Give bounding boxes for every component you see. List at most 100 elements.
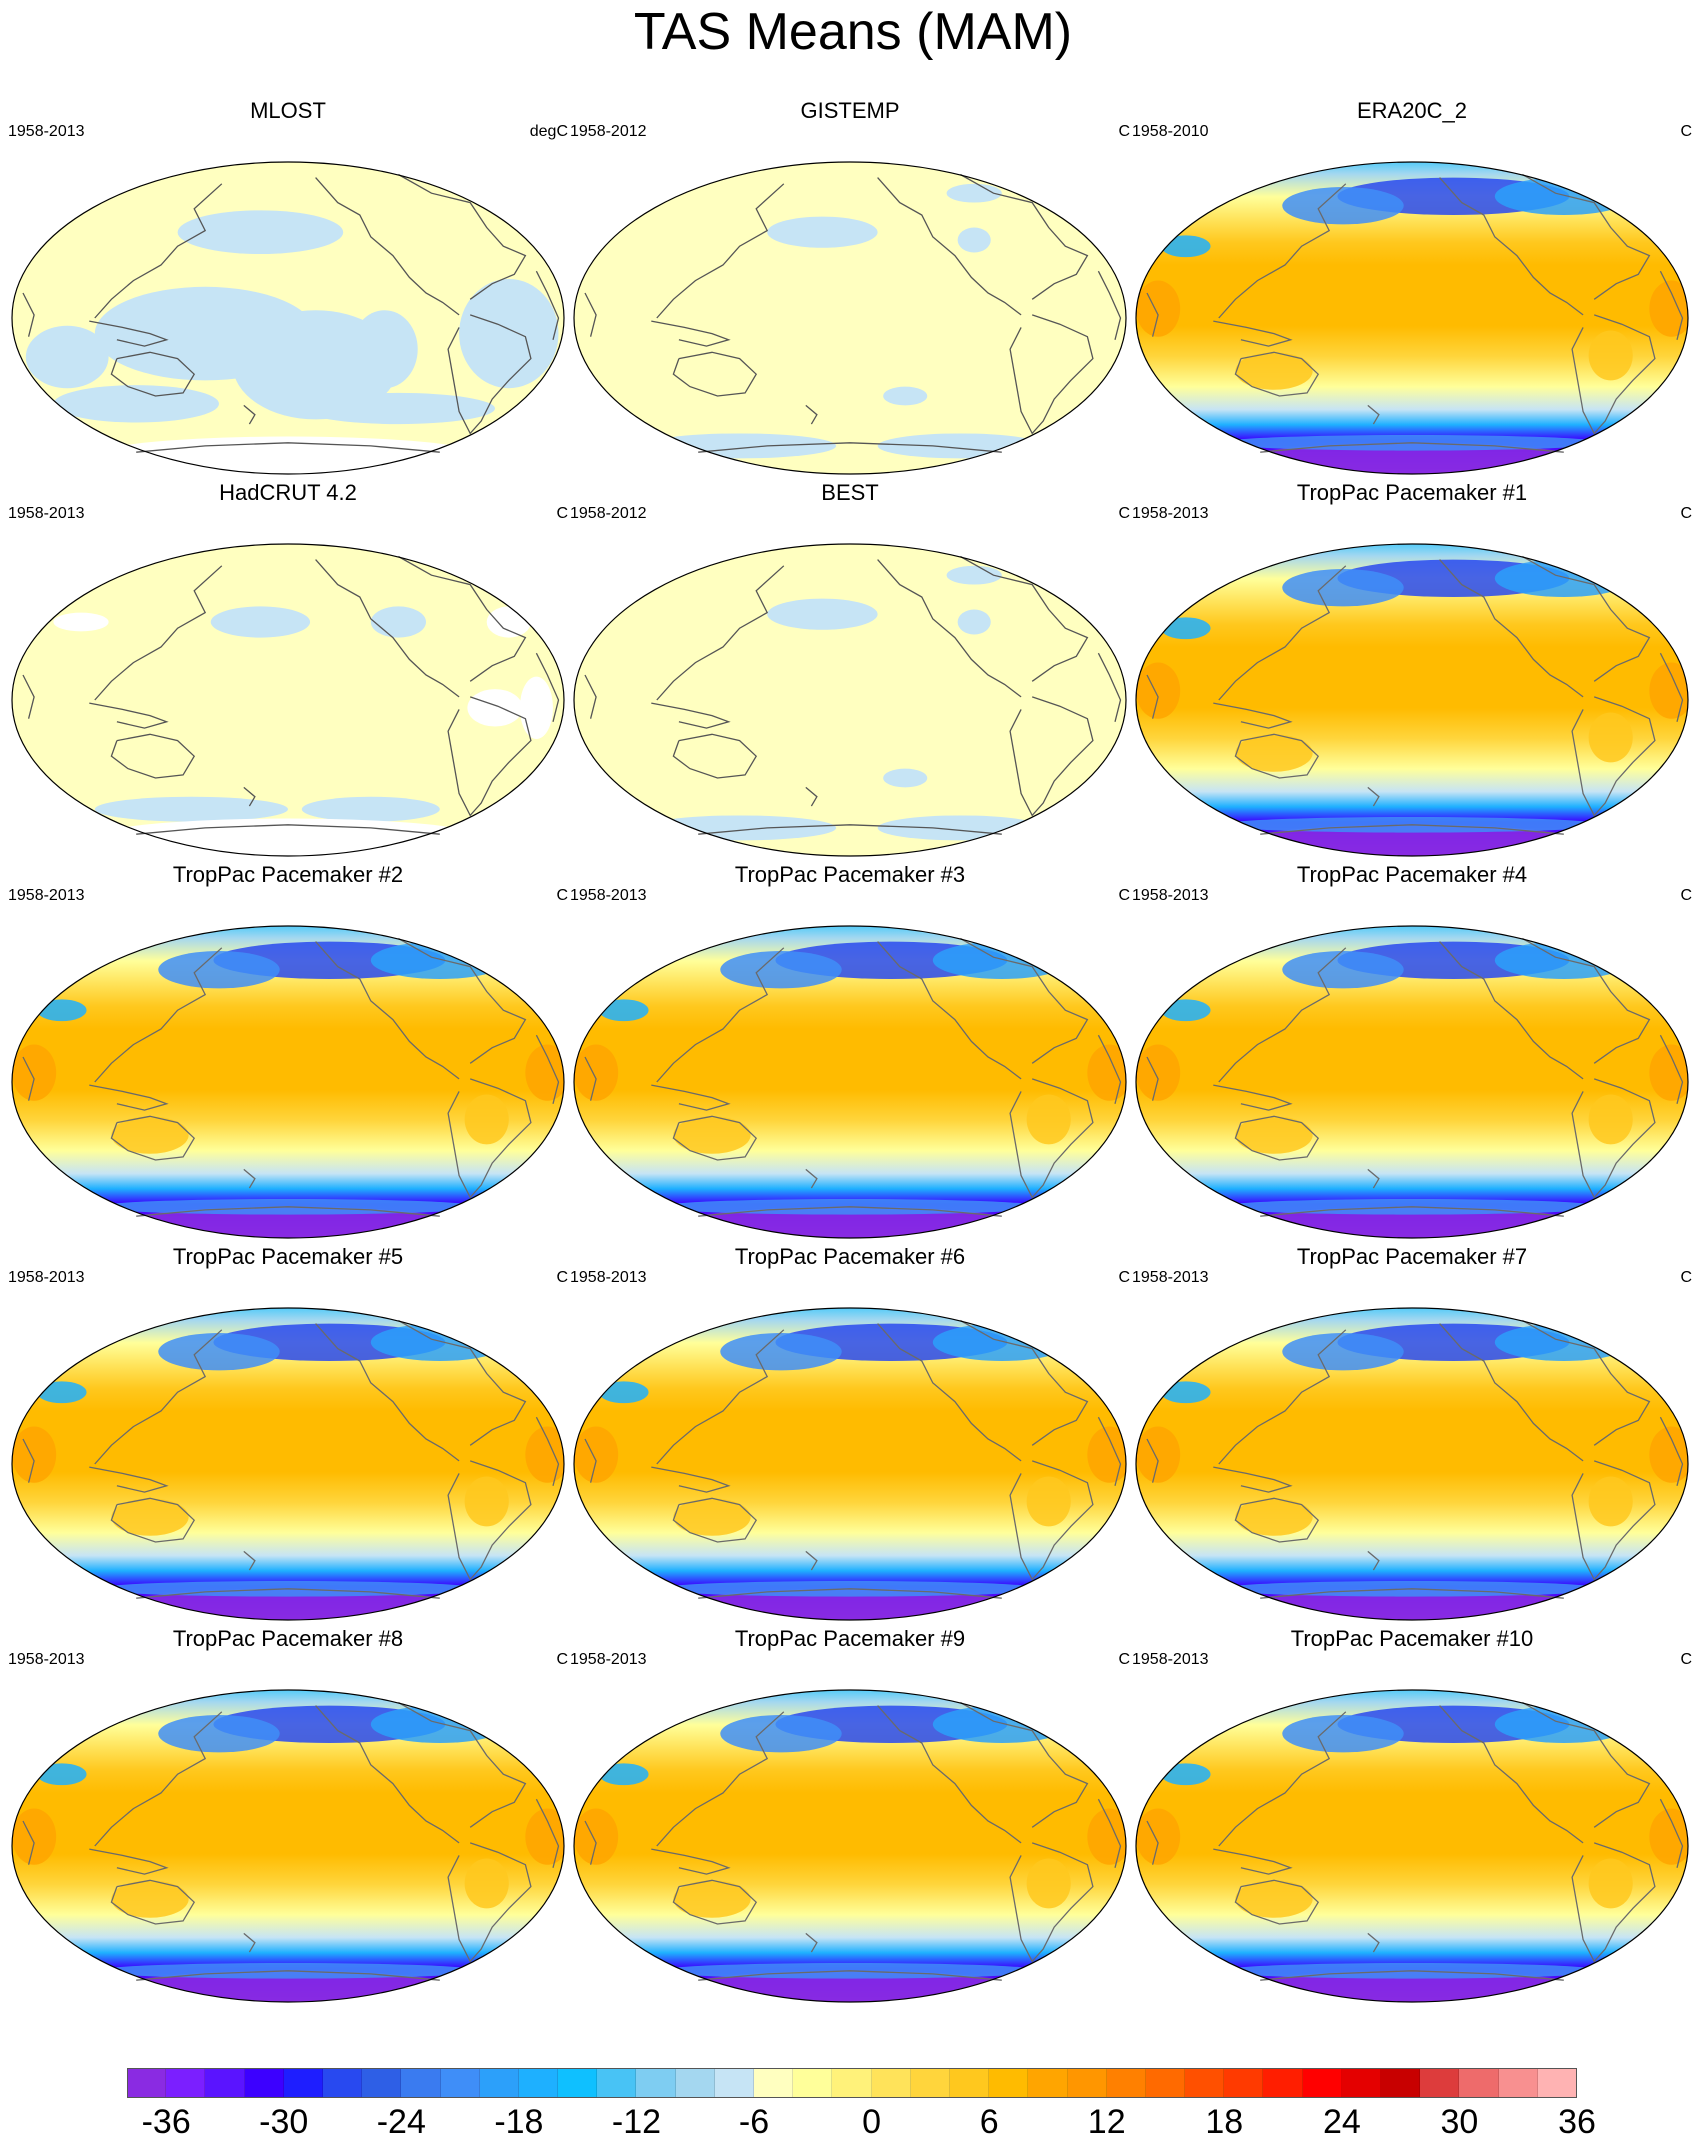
coastline-segment	[1009, 696, 1094, 817]
coastline-segment	[1218, 947, 1347, 1083]
warm-region-africa-east	[1649, 662, 1688, 719]
coastlines	[584, 937, 1122, 1217]
cold-region-siberia	[1282, 568, 1404, 607]
coastline-segment	[1218, 1329, 1347, 1465]
temperature-field	[12, 926, 564, 1238]
colorbar-cell	[597, 2068, 637, 2098]
colorbar-cell	[714, 2068, 755, 2098]
cold-region-antarctica	[1246, 824, 1578, 856]
colorbar-cell	[205, 2068, 245, 2098]
panel-title: TropPac Pacemaker #10	[1290, 1626, 1534, 1651]
coastline-segment	[94, 1711, 223, 1847]
coastline-segment	[1146, 1438, 1159, 1483]
colorbar-cell	[322, 2068, 363, 2098]
panel-period: 1958-2013	[8, 887, 85, 904]
coastline-segment	[1009, 1842, 1094, 1963]
coastline-segment	[1213, 320, 1293, 347]
cold-region-antarctica	[122, 1206, 454, 1238]
colorbar-cell	[910, 2068, 950, 2098]
coastline-segment	[877, 559, 1022, 698]
coastline-segment	[698, 824, 1002, 835]
coastline-segment	[656, 1711, 785, 1847]
panel-period: 1958-2012	[570, 123, 647, 140]
coastline-segment	[535, 1798, 560, 1868]
coastline-segment	[1260, 1588, 1564, 1599]
coastline-segment	[805, 1932, 818, 1953]
coastline-segment	[94, 1329, 223, 1465]
panel-period: 1958-2013	[570, 1269, 647, 1286]
map-panel: MLOST 1958-2013 degC	[8, 98, 568, 478]
temperature-field	[12, 1308, 564, 1620]
colorbar-cell	[1537, 2068, 1577, 2098]
anomaly-field	[12, 544, 564, 856]
map-border	[573, 161, 1127, 475]
panel-unit: C	[1680, 1269, 1692, 1286]
negative-anomaly-region	[767, 216, 878, 248]
coastline-segment	[584, 1438, 597, 1483]
colorbar-cell	[989, 2068, 1029, 2098]
panel-title: HadCRUT 4.2	[219, 480, 357, 505]
coastline-segment	[1659, 270, 1684, 340]
map-border	[11, 925, 565, 1239]
coastline-segment	[1009, 1460, 1094, 1581]
coastline-segment	[877, 941, 1022, 1080]
panel-period: 1958-2012	[570, 505, 647, 522]
temperature-field	[574, 1308, 1126, 1620]
panel-period: 1958-2010	[1132, 123, 1209, 140]
coastlines	[22, 937, 560, 1217]
coastline-segment	[1218, 1711, 1347, 1847]
temperature-field	[1136, 1690, 1688, 2002]
coastline-segment	[535, 270, 560, 340]
colorbar-tick-label: -24	[376, 2103, 426, 2141]
coastline-segment	[672, 1497, 758, 1543]
coastline-segment	[1439, 559, 1584, 698]
warm-region-africa-east	[525, 1044, 564, 1101]
coastline-segment	[535, 652, 560, 722]
colorbar-cell	[479, 2068, 519, 2098]
coastline-segment	[89, 702, 169, 729]
colorbar-cell	[440, 2068, 480, 2098]
colorbar-cell	[401, 2068, 441, 2098]
colorbar-cell	[636, 2068, 676, 2098]
panel-unit: C	[556, 505, 568, 522]
map-projection	[1135, 543, 1689, 857]
coastline-segment	[1213, 702, 1293, 729]
colorbar-cell	[832, 2068, 872, 2098]
colorbar-cell	[871, 2068, 911, 2098]
coastlines	[1146, 1319, 1684, 1599]
coastlines	[22, 1701, 560, 1981]
negative-anomaly-region	[877, 433, 1044, 459]
coastline-segment	[94, 183, 223, 319]
map-border	[11, 161, 565, 475]
cold-region-canada	[1494, 177, 1633, 216]
warm-region-australia	[111, 1116, 189, 1154]
colorbar-tick-label: -12	[611, 2103, 662, 2141]
warm-region-south-america	[464, 1858, 509, 1909]
coastline-segment	[960, 1701, 1089, 1828]
panel-title: GISTEMP	[800, 98, 900, 123]
warm-region-australia	[111, 1880, 189, 1918]
coastline-segment	[1571, 1078, 1656, 1199]
map-border	[1135, 925, 1689, 1239]
coastlines	[22, 173, 560, 453]
coastline-segment	[1439, 1705, 1584, 1844]
coastlines	[22, 1319, 560, 1599]
warm-region-australia	[1235, 1880, 1313, 1918]
warm-region-south-america	[1588, 1476, 1633, 1527]
panel-period: 1958-2013	[1132, 505, 1209, 522]
warm-region-south-america	[1588, 330, 1633, 381]
map-projection	[573, 1689, 1127, 2003]
colorbar-tick-label: 24	[1322, 2103, 1361, 2141]
map-projection	[11, 1307, 565, 1621]
map-projection	[1135, 925, 1689, 1239]
coastline-segment	[447, 314, 532, 435]
cold-region-tibet	[1160, 235, 1211, 258]
panel-title: TropPac Pacemaker #5	[172, 1244, 404, 1269]
warm-region-africa	[1136, 1808, 1181, 1865]
coastline-segment	[805, 1550, 818, 1571]
map-panel: TropPac Pacemaker #7 1958-2013 C	[1132, 1244, 1692, 1624]
colorbar-cell	[1381, 2068, 1421, 2098]
coastline-segment	[535, 1034, 560, 1104]
coastline-segment	[877, 177, 1022, 316]
coastline-segment	[584, 1820, 597, 1865]
